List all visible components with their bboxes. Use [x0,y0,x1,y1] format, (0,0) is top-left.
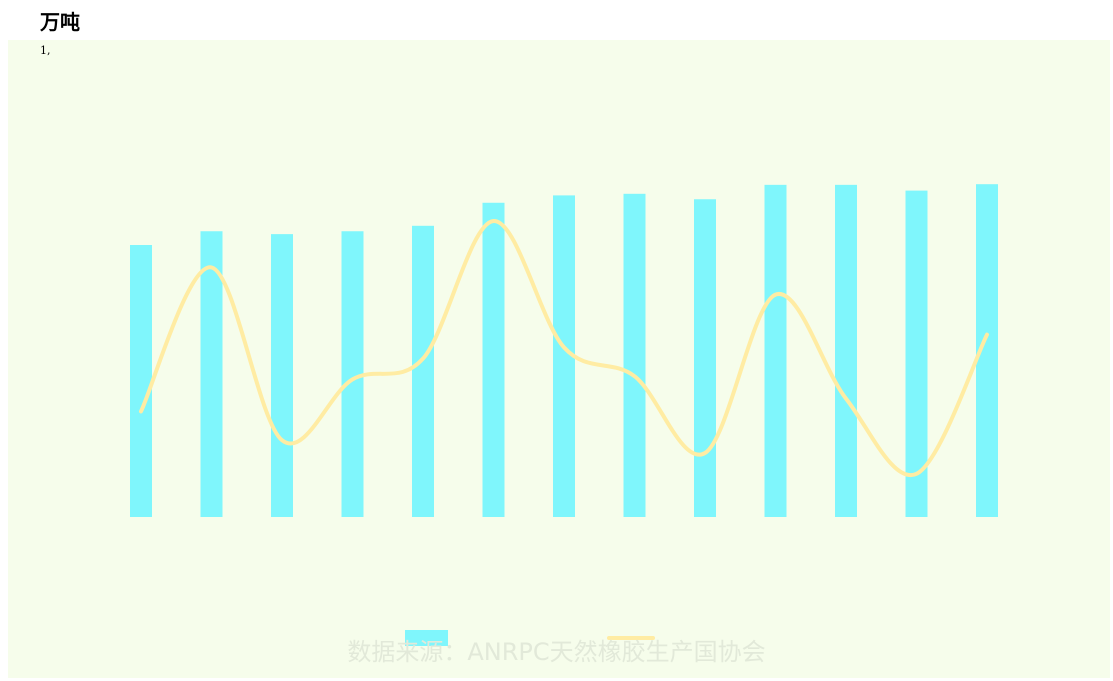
chart-svg [130,184,998,518]
line-point-4 [351,377,354,381]
bar-3 [271,234,293,517]
bar-10 [764,184,787,517]
line-point-10 [774,293,777,297]
line-point-9 [703,451,707,455]
bar-8 [623,193,646,518]
legend-line-swatch [607,636,655,640]
line-point-6 [492,219,495,223]
corner-label: 1, [40,44,51,57]
line-point-2 [210,265,213,269]
bar-5 [412,225,434,518]
line-point-13 [985,333,989,337]
unit-label: 万吨 [40,10,80,34]
chart-area [8,40,1110,678]
line-point-3 [280,438,284,442]
line-point-12 [915,472,918,476]
bar-2 [200,231,223,518]
source-note: 数据来源：ANRPC天然橡胶生产国协会 [347,638,766,666]
line-point-11 [844,397,848,401]
bar-12 [905,190,928,517]
bar-11 [835,184,857,517]
line-point-7 [562,345,566,349]
line-point-5 [421,357,425,361]
bar-6 [482,202,505,517]
legend-bar-swatch [405,630,448,646]
bar-1 [130,245,152,517]
bar-13 [976,184,998,517]
line-point-8 [633,374,636,378]
bar-9 [694,199,716,518]
line-point-1 [139,409,143,413]
bar-4 [341,231,364,518]
bar-7 [553,195,575,517]
